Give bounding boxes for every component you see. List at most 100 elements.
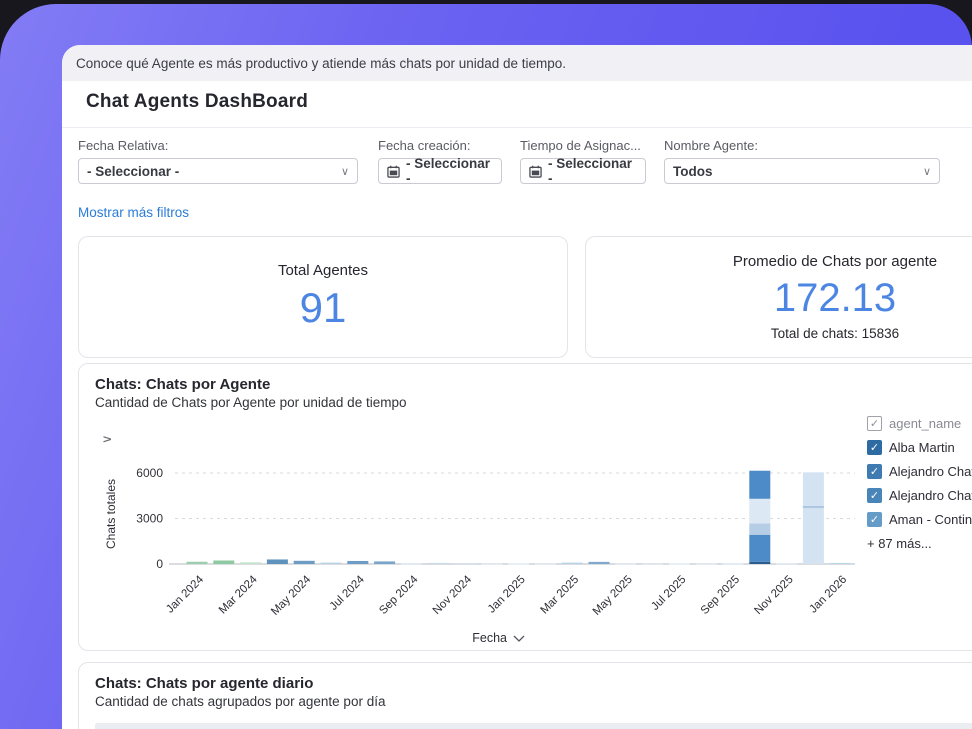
bar-segment-Jul-2024[interactable] xyxy=(347,561,368,564)
bar-segment-Mar-2024[interactable] xyxy=(240,562,261,564)
filter-label: Tiempo de Asignac... xyxy=(520,138,646,153)
bar-segment-Jan-2024[interactable] xyxy=(187,562,208,564)
chevron-down-icon: ∨ xyxy=(923,165,931,178)
legend-item: ✓ Alejandro Chave xyxy=(867,488,972,503)
intro-row: Conoce qué Agente es más productivo y at… xyxy=(62,45,972,81)
calendar-icon xyxy=(529,165,542,178)
stat-card-total-agentes: Total Agentes 91 xyxy=(78,236,568,358)
bar-segment-Dec-2025[interactable] xyxy=(803,506,824,507)
filter-label: Nombre Agente: xyxy=(664,138,940,153)
bar-segment-Nov-2024[interactable] xyxy=(455,563,476,564)
bar-segment-Mar-2025[interactable] xyxy=(562,563,583,564)
svg-text:3000: 3000 xyxy=(136,512,163,526)
legend-header-row: ✓ agent_name xyxy=(867,416,972,431)
calendar-icon xyxy=(387,165,400,178)
bar-segment-Dec-2025[interactable] xyxy=(803,472,824,506)
bar-segment-Apr-2024[interactable] xyxy=(267,559,288,564)
bar-segment-Feb-2025[interactable] xyxy=(535,564,556,565)
legend-select-all-checkbox[interactable]: ✓ xyxy=(867,416,882,431)
bar-segment-Sep-2024[interactable] xyxy=(401,564,422,565)
viewport: Conoce qué Agente es más productivo y at… xyxy=(0,0,972,729)
bar-segment-Aug-2024[interactable] xyxy=(374,561,395,564)
select-value: - Seleccionar - xyxy=(87,164,179,179)
svg-text:∨: ∨ xyxy=(99,434,114,444)
bar-segment-Oct-2025[interactable] xyxy=(749,471,770,499)
svg-text:Jul 2025: Jul 2025 xyxy=(649,574,688,613)
legend-item-label: Alejandro Chave xyxy=(889,464,972,479)
chart-area: 030006000∨Chats totalesJan 2024Mar 2024M… xyxy=(95,414,972,651)
select-value: Todos xyxy=(673,164,713,179)
chart-subtitle: Cantidad de chats agrupados por agente p… xyxy=(95,694,972,709)
bar-segment-Oct-2025[interactable] xyxy=(749,535,770,562)
stat-value: 172.13 xyxy=(774,276,896,320)
bar-segment-Aug-2025[interactable] xyxy=(696,564,717,565)
svg-text:Jul 2024: Jul 2024 xyxy=(328,573,368,613)
svg-text:Jan 2024: Jan 2024 xyxy=(164,573,206,615)
stacked-bar-chart[interactable]: 030006000∨Chats totalesJan 2024Mar 2024M… xyxy=(95,414,875,651)
svg-text:Fecha: Fecha xyxy=(472,631,507,645)
fecha-relativa-select[interactable]: - Seleccionar - ∨ xyxy=(78,158,358,184)
legend-header-label: agent_name xyxy=(889,416,961,431)
svg-text:Mar 2025: Mar 2025 xyxy=(538,574,581,617)
filter-label: Fecha Relativa: xyxy=(78,138,358,153)
bar-segment-Jan-2026[interactable] xyxy=(830,563,851,564)
bar-segment-Oct-2024[interactable] xyxy=(428,563,449,564)
chart-title: Chats: Chats por Agente xyxy=(95,376,972,393)
legend-checkbox[interactable]: ✓ xyxy=(867,512,882,527)
fecha-creacion-datepicker[interactable]: - Seleccionar - xyxy=(378,158,502,184)
bar-segment-Feb-2024[interactable] xyxy=(213,561,234,564)
chevron-down-icon: ∨ xyxy=(341,165,349,178)
stat-title: Promedio de Chats por agente xyxy=(733,253,937,270)
legend-item-label: Alejandro Chave xyxy=(889,488,972,503)
bar-segment-May-2025[interactable] xyxy=(615,564,636,565)
bar-segment-Apr-2025[interactable] xyxy=(589,562,610,564)
svg-text:Jan 2025: Jan 2025 xyxy=(486,574,528,616)
dashboard-sheet: Conoce qué Agente es más productivo y at… xyxy=(62,45,972,729)
bar-segment-Sep-2025[interactable] xyxy=(723,563,744,564)
filter-tiempo-asignacion: Tiempo de Asignac... - Seleccionar - xyxy=(520,138,646,184)
tiempo-asignacion-datepicker[interactable]: - Seleccionar - xyxy=(520,158,646,184)
filter-panel: Fecha Relativa: - Seleccionar - ∨ Fecha … xyxy=(62,127,972,196)
svg-text:0: 0 xyxy=(156,557,163,571)
bar-segment-Jun-2025[interactable] xyxy=(642,564,663,565)
legend-item: ✓ Aman - Contine xyxy=(867,512,972,527)
bar-segment-Oct-2025[interactable] xyxy=(749,562,770,564)
bar-segment-Oct-2025[interactable] xyxy=(749,523,770,534)
legend-checkbox[interactable]: ✓ xyxy=(867,464,882,479)
bar-segment-Jul-2025[interactable] xyxy=(669,563,690,564)
nombre-agente-select[interactable]: Todos ∨ xyxy=(664,158,940,184)
bar-segment-Nov-2025[interactable] xyxy=(776,563,797,564)
bar-segment-Jan-2025[interactable] xyxy=(508,563,529,564)
bar-segment-Dec-2025[interactable] xyxy=(803,507,824,564)
svg-text:Mar 2024: Mar 2024 xyxy=(217,573,260,616)
svg-text:Nov 2024: Nov 2024 xyxy=(431,573,475,617)
bar-segment-Oct-2025[interactable] xyxy=(749,499,770,524)
bar-segment-May-2024[interactable] xyxy=(294,561,315,564)
daily-chart-placeholder xyxy=(95,723,972,729)
bar-segment-Dec-2024[interactable] xyxy=(481,564,502,565)
chart-card-chats-diario: Chats: Chats por agente diario Cantidad … xyxy=(78,662,972,729)
stat-card-promedio-chats: Promedio de Chats por agente 172.13 Tota… xyxy=(585,236,972,358)
svg-text:May 2024: May 2024 xyxy=(269,573,314,618)
svg-text:May 2025: May 2025 xyxy=(591,574,635,618)
legend-item: ✓ Alba Martin xyxy=(867,440,972,455)
stat-value: 91 xyxy=(300,285,347,331)
legend-item-label: Alba Martin xyxy=(889,440,955,455)
legend-checkbox[interactable]: ✓ xyxy=(867,440,882,455)
legend-item: ✓ Alejandro Chave xyxy=(867,464,972,479)
chart-subtitle: Cantidad de Chats por Agente por unidad … xyxy=(95,395,972,410)
bar-segment-Jun-2024[interactable] xyxy=(321,563,342,564)
svg-text:Sep 2024: Sep 2024 xyxy=(377,573,421,617)
page-title: Chat Agents DashBoard xyxy=(62,81,972,127)
filter-nombre-agente: Nombre Agente: Todos ∨ xyxy=(664,138,940,184)
legend-more-link[interactable]: + 87 más... xyxy=(867,536,972,551)
svg-text:Jan 2026: Jan 2026 xyxy=(807,574,849,616)
filter-fecha-creacion: Fecha creación: - Seleccionar - xyxy=(378,138,502,184)
filter-fecha-relativa: Fecha Relativa: - Seleccionar - ∨ xyxy=(78,138,358,184)
stat-title: Total Agentes xyxy=(278,262,368,279)
show-more-filters-link[interactable]: Mostrar más filtros xyxy=(78,205,189,220)
chart-title: Chats: Chats por agente diario xyxy=(95,675,972,692)
legend-checkbox[interactable]: ✓ xyxy=(867,488,882,503)
stats-row: Total Agentes 91 Promedio de Chats por a… xyxy=(78,236,972,358)
legend-item-label: Aman - Contine xyxy=(889,512,972,527)
